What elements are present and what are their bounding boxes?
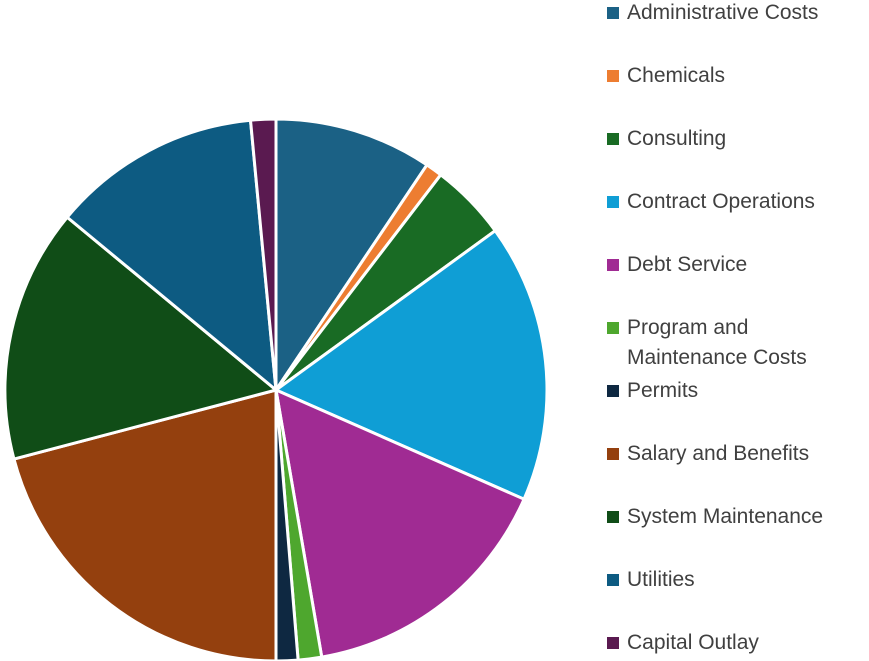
pie-slice <box>3 215 278 461</box>
legend-swatch <box>607 574 619 586</box>
legend-swatch <box>607 196 619 208</box>
legend-item: Consulting <box>607 124 726 154</box>
legend-swatch <box>607 7 619 19</box>
legend-item: Chemicals <box>607 61 725 91</box>
legend-item: Administrative Costs <box>607 0 818 28</box>
legend-label: Utilities <box>627 568 695 591</box>
pie-slice <box>274 229 549 501</box>
legend-label: Capital Outlay <box>627 631 759 654</box>
legend-label: Permits <box>627 379 699 402</box>
legend-label: Chemicals <box>627 64 726 87</box>
legend-item: Debt Service <box>607 250 747 280</box>
pie-slice <box>274 388 526 659</box>
legend-label: Program and Maintenance Costs <box>627 316 807 369</box>
legend-swatch <box>607 133 619 145</box>
legend-label: System Maintenance <box>627 505 824 528</box>
legend-swatch <box>607 70 619 82</box>
legend-label: Administrative Costs <box>627 1 819 24</box>
legend-label: Contract Operations <box>627 190 815 213</box>
legend-label: Debt Service <box>627 253 748 276</box>
legend-swatch <box>607 259 619 271</box>
legend-item: Salary and Benefits <box>607 439 809 469</box>
legend-item: System Maintenance <box>607 502 823 532</box>
legend-item: Utilities <box>607 565 695 595</box>
pie-slice <box>248 117 278 392</box>
pie-slice <box>65 118 278 392</box>
pie-area <box>3 117 549 661</box>
legend-swatch <box>607 637 619 649</box>
legend-label: Consulting <box>627 127 727 150</box>
legend-item: Program and Maintenance Costs <box>607 313 863 373</box>
legend-swatch <box>607 322 619 334</box>
pie-slice <box>12 388 278 661</box>
legend-label: Salary and Benefits <box>627 442 810 465</box>
legend-item: Capital Outlay <box>607 628 759 658</box>
pie-slice <box>274 117 429 392</box>
legend-item: Permits <box>607 376 698 406</box>
legend-swatch <box>607 385 619 397</box>
legend-swatch <box>607 511 619 523</box>
legend-swatch <box>607 448 619 460</box>
legend-item: Contract Operations <box>607 187 815 217</box>
